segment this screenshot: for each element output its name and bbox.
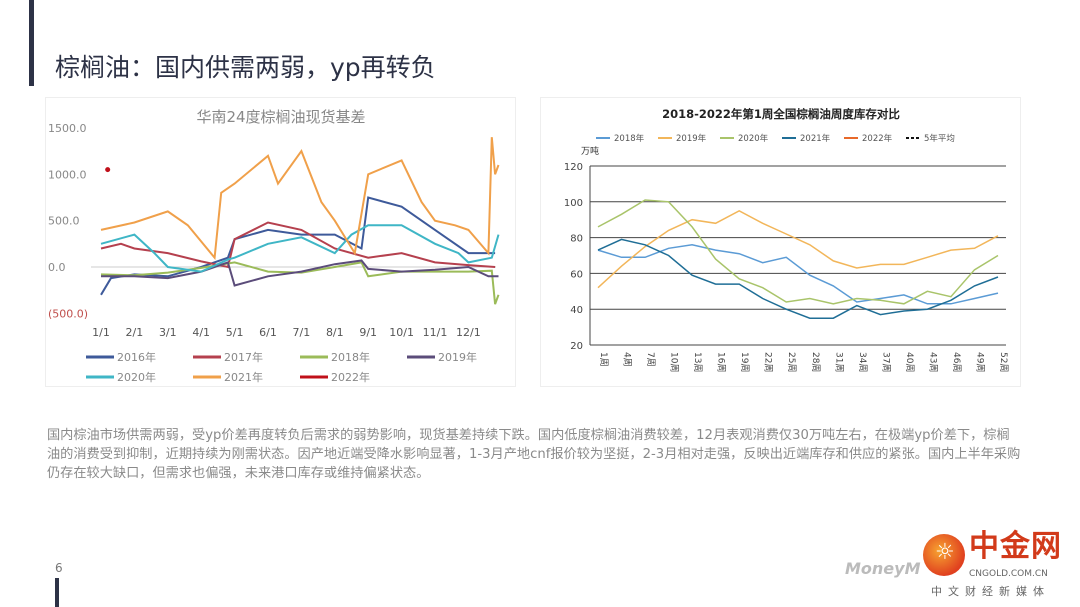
- series-line-2019年: [597, 209, 999, 289]
- x-tick-label: 10/1: [389, 326, 414, 339]
- x-tick-label: 46周: [951, 352, 962, 372]
- logo-icon: [923, 534, 965, 576]
- x-tick-label: 37周: [880, 352, 891, 372]
- x-tick-label: 5/1: [226, 326, 244, 339]
- x-tick-label: 28周: [810, 352, 821, 372]
- x-tick-label: 3/1: [159, 326, 177, 339]
- legend-label: 2019年: [438, 350, 477, 364]
- series-line-2021年: [597, 238, 999, 319]
- x-tick-label: 10周: [669, 352, 680, 372]
- y-tick-label: (500.0): [48, 307, 88, 320]
- chart-title: 华南24度棕榈油现货基差: [196, 108, 365, 126]
- logo: MoneyM ☼ 中金网 CNGOLD.COM.CN 中文财经新媒体: [845, 529, 1075, 602]
- x-tick-label: 6/1: [259, 326, 277, 339]
- logo-watermark: MoneyM: [845, 559, 921, 578]
- x-tick-label: 7周: [645, 352, 656, 367]
- legend-label: 2022年: [862, 133, 893, 144]
- slide-title: 棕榈油：国内供需两弱，yp再转负: [55, 53, 436, 82]
- x-tick-label: 25周: [786, 352, 797, 372]
- x-tick-label: 4/1: [192, 326, 210, 339]
- accent-bar-bottom: [55, 578, 59, 607]
- x-tick-label: 31周: [833, 352, 844, 372]
- logo-url: CNGOLD.COM.CN: [969, 569, 1048, 579]
- y-tick-label: 60: [570, 269, 583, 280]
- x-tick-label: 8/1: [326, 326, 344, 339]
- x-tick-label: 4周: [622, 352, 633, 367]
- x-tick-label: 9/1: [359, 326, 377, 339]
- x-tick-label: 52周: [998, 352, 1009, 372]
- series-line-2016年: [100, 196, 496, 296]
- basis-chart-panel: 华南24度棕榈油现货基差 1500.0 1000.0 500.0 0.0 (500.0) 1…: [45, 97, 516, 387]
- y-tick-label: 1000.0: [48, 168, 87, 181]
- legend-label: 2020年: [738, 133, 769, 144]
- x-tick-label: 34周: [857, 352, 868, 372]
- x-tick-label: 7/1: [293, 326, 311, 339]
- series-line-2020年: [597, 199, 999, 305]
- page-number: 6: [55, 561, 63, 575]
- legend-label: 2016年: [117, 350, 156, 364]
- logo-tagline: 中文财经新媒体: [931, 585, 1050, 598]
- series-line-2019年: [101, 259, 499, 287]
- y-tick-label: 500.0: [48, 215, 80, 228]
- y-tick-label: 40: [570, 305, 583, 316]
- y-axis-unit: 万吨: [581, 145, 599, 157]
- series-line-2020年: [100, 224, 500, 273]
- x-tick-label: 40周: [904, 352, 915, 372]
- series-line-2018年: [597, 244, 999, 305]
- inventory-chart-panel: 2018-2022年第1周全国棕榈油周度库存对比万吨 120 100 80 60 40 20…: [540, 97, 1021, 387]
- y-tick-label: 0.0: [48, 261, 66, 274]
- body-paragraph: 国内棕油市场供需两弱，受yp价差再度转负后需求的弱势影响，现货基差持续下跌。国内…: [47, 428, 1021, 481]
- x-tick-label: 16周: [716, 352, 727, 372]
- legend-label: 2018年: [614, 133, 645, 144]
- y-tick-label: 80: [570, 234, 583, 245]
- legend-label: 2020年: [117, 370, 156, 384]
- x-tick-label: 2/1: [126, 326, 144, 339]
- y-tick-label: 1500.0: [48, 122, 87, 135]
- y-tick-label: 20: [570, 341, 583, 352]
- legend-label: 2019年: [676, 133, 707, 144]
- legend-label: 2022年: [331, 370, 370, 384]
- chart-title: 2018-2022年第1周全国棕榈油周度库存对比: [662, 107, 900, 121]
- basis-chart: 华南24度棕榈油现货基差 1500.0 1000.0 500.0 0.0 (500.0) 1…: [48, 108, 500, 384]
- legend-label: 2017年: [224, 350, 263, 364]
- x-tick-label: 1/1: [92, 326, 110, 339]
- x-tick-label: 22周: [763, 352, 774, 372]
- x-tick-label: 12/1: [456, 326, 481, 339]
- logo-swirl-icon: ☼: [935, 540, 955, 565]
- x-tick-label: 1周: [598, 352, 609, 367]
- accent-bar-top: [29, 0, 34, 86]
- legend-label: 5年平均: [924, 133, 955, 144]
- legend-label: 2021年: [224, 370, 263, 384]
- x-tick-label: 13周: [692, 352, 703, 372]
- legend-label: 2018年: [331, 350, 370, 364]
- x-tick-label: 11/1: [423, 326, 448, 339]
- y-tick-label: 100: [564, 198, 583, 209]
- legend-label: 2021年: [800, 133, 831, 144]
- series-line-2017年: [100, 221, 496, 269]
- x-tick-label: 49周: [974, 352, 985, 372]
- logo-name: 中金网: [969, 529, 1062, 564]
- y-tick-label: 120: [564, 162, 583, 173]
- x-tick-label: 19周: [739, 352, 750, 372]
- series-line-2021年: [100, 137, 500, 261]
- series-point-2022年: [105, 167, 111, 173]
- x-tick-label: 43周: [927, 352, 938, 372]
